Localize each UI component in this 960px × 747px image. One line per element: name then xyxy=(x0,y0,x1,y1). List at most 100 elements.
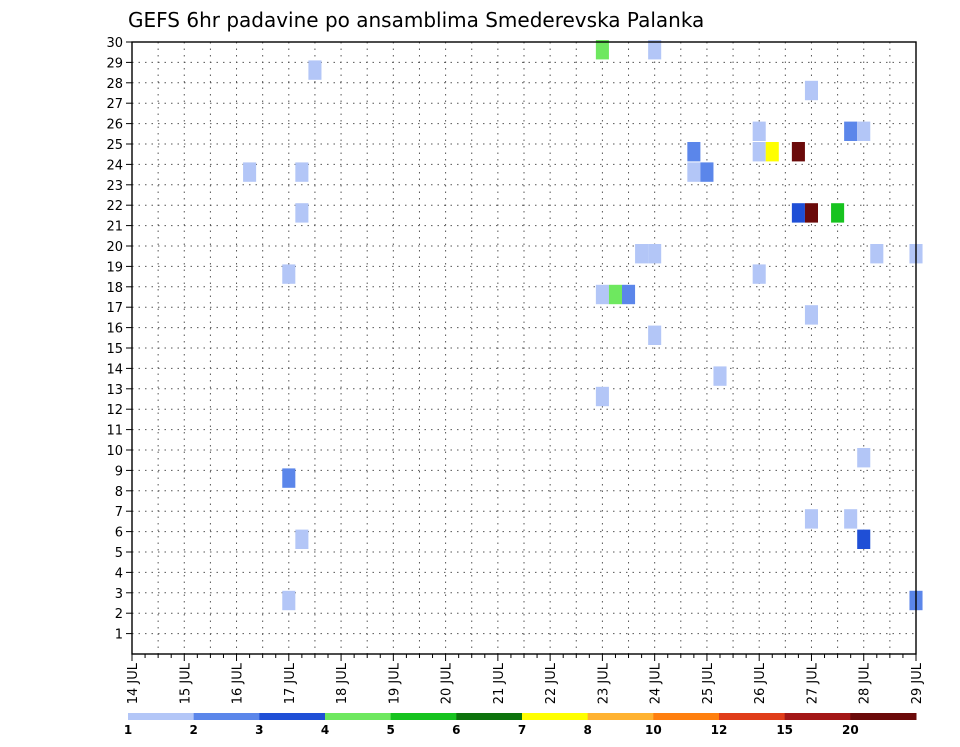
x-tick-label: 24 JUL xyxy=(649,662,664,704)
y-tick-label: 29 xyxy=(106,56,123,71)
legend-swatch xyxy=(850,713,917,720)
precip-cell xyxy=(831,203,845,223)
precip-cell xyxy=(857,448,871,468)
y-tick-label: 9 xyxy=(115,464,123,479)
precip-cell xyxy=(308,60,322,80)
precip-cell xyxy=(282,264,296,284)
legend-label: 1 xyxy=(124,723,132,737)
y-tick-label: 1 xyxy=(115,628,123,643)
precip-cell xyxy=(791,142,805,162)
legend-label: 20 xyxy=(842,723,859,737)
y-tick-label: 15 xyxy=(106,342,123,357)
y-tick-label: 6 xyxy=(115,526,123,541)
y-tick-label: 23 xyxy=(106,179,123,194)
precip-cell xyxy=(635,244,649,264)
legend-label: 2 xyxy=(189,723,197,737)
y-tick-label: 8 xyxy=(115,485,123,500)
precip-cell xyxy=(595,386,609,407)
legend-label: 10 xyxy=(645,723,662,737)
legend-swatch xyxy=(259,713,326,720)
y-tick-label: 14 xyxy=(106,362,123,377)
legend-label: 4 xyxy=(321,723,329,737)
legend-swatch xyxy=(522,713,589,720)
x-tick-label: 29 JUL xyxy=(910,662,925,704)
precip-cell xyxy=(295,203,309,223)
x-tick-label: 21 JUL xyxy=(492,662,507,704)
x-tick-label: 19 JUL xyxy=(387,662,402,704)
precip-cell xyxy=(870,244,884,264)
y-tick-label: 17 xyxy=(106,301,123,316)
precip-cell xyxy=(752,142,766,162)
precip-cell xyxy=(282,590,296,611)
y-tick-label: 20 xyxy=(106,240,123,255)
precip-cell xyxy=(687,162,701,182)
precip-cell xyxy=(622,284,636,305)
grid-layer xyxy=(132,41,916,654)
cells-layer xyxy=(243,40,923,611)
precip-cell xyxy=(608,284,622,305)
y-tick-label: 26 xyxy=(106,118,123,133)
precip-cell xyxy=(844,121,858,141)
legend-swatch xyxy=(390,713,457,720)
precip-cell xyxy=(700,162,714,182)
y-tick-label: 4 xyxy=(115,566,123,581)
y-tick-label: 22 xyxy=(106,199,123,214)
precip-cell xyxy=(752,264,766,284)
y-tick-label: 11 xyxy=(106,424,123,439)
y-tick-label: 3 xyxy=(115,587,123,602)
legend-label: 6 xyxy=(452,723,460,737)
y-tick-label: 30 xyxy=(106,36,123,51)
precip-cell xyxy=(648,244,662,264)
precip-cell xyxy=(804,80,818,101)
y-tick-label: 10 xyxy=(106,444,123,459)
y-tick-label: 24 xyxy=(106,158,123,173)
y-tick-label: 2 xyxy=(115,607,123,622)
precip-cell xyxy=(857,121,871,141)
precip-cell xyxy=(752,121,766,141)
precip-cell xyxy=(243,162,257,182)
legend-label: 15 xyxy=(776,723,793,737)
precip-cell xyxy=(857,529,871,549)
legend-label: 5 xyxy=(386,723,394,737)
x-tick-label: 26 JUL xyxy=(753,662,768,704)
x-tick-label: 28 JUL xyxy=(858,662,873,704)
legend-swatch xyxy=(193,713,260,720)
chart-title: GEFS 6hr padavine po ansamblima Smederev… xyxy=(128,8,704,32)
color-legend: 1 2 3 4 5 6 7 8 10 12 15 20 xyxy=(124,713,917,737)
y-tick-label: 18 xyxy=(106,281,123,296)
precip-cell xyxy=(804,203,818,223)
precip-cell xyxy=(804,509,818,529)
x-tick-label: 18 JUL xyxy=(335,662,350,704)
x-tick-label: 27 JUL xyxy=(805,662,820,704)
x-tick-label: 14 JUL xyxy=(126,662,141,704)
precip-cell xyxy=(844,509,858,529)
y-tick-label: 13 xyxy=(106,383,123,398)
precip-cell xyxy=(295,162,309,182)
precip-cell xyxy=(804,305,818,325)
y-axis: 1234567891011121314151617181920212223242… xyxy=(106,36,132,643)
precip-cell xyxy=(595,284,609,305)
y-tick-label: 7 xyxy=(115,505,123,520)
precip-cell xyxy=(713,366,727,386)
y-tick-label: 27 xyxy=(106,97,123,112)
precip-cell xyxy=(765,142,779,162)
precip-cell xyxy=(282,468,296,488)
y-tick-label: 5 xyxy=(115,546,123,561)
x-tick-label: 22 JUL xyxy=(544,662,559,704)
legend-swatch xyxy=(587,713,654,720)
legend-swatch xyxy=(719,713,786,720)
legend-swatch xyxy=(325,713,392,720)
legend-label: 3 xyxy=(255,723,263,737)
x-tick-label: 16 JUL xyxy=(231,662,246,704)
y-tick-label: 19 xyxy=(106,260,123,275)
x-tick-label: 20 JUL xyxy=(440,662,455,704)
x-tick-label: 23 JUL xyxy=(596,662,611,704)
x-tick-label: 17 JUL xyxy=(283,662,298,704)
legend-label: 7 xyxy=(518,723,526,737)
legend-swatch xyxy=(128,713,195,720)
x-tick-label: 25 JUL xyxy=(701,662,716,704)
precip-cell xyxy=(648,325,662,345)
y-tick-label: 12 xyxy=(106,403,123,418)
precip-cell xyxy=(595,40,609,60)
